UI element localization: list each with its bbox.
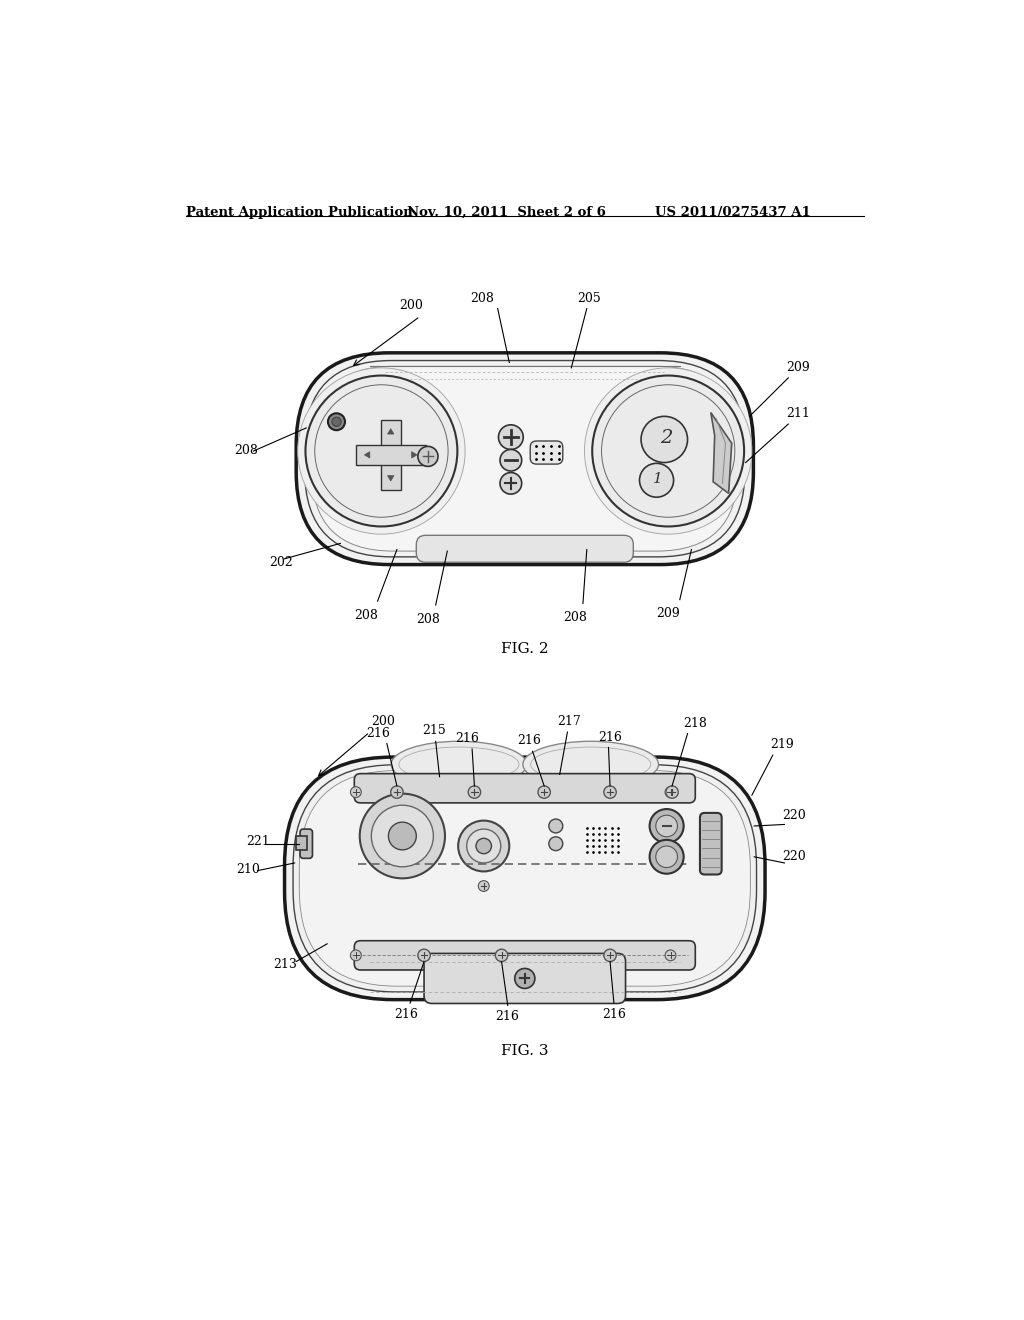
Circle shape [549, 837, 563, 850]
Circle shape [372, 805, 433, 867]
FancyBboxPatch shape [296, 352, 754, 565]
Circle shape [592, 375, 744, 527]
Text: 1: 1 [652, 473, 663, 487]
FancyBboxPatch shape [305, 360, 744, 557]
Circle shape [655, 816, 678, 837]
FancyBboxPatch shape [311, 367, 738, 552]
Text: FIG. 2: FIG. 2 [501, 642, 549, 656]
Circle shape [666, 785, 678, 799]
Text: 217: 217 [557, 715, 581, 729]
Circle shape [640, 463, 674, 498]
Circle shape [418, 446, 438, 466]
Text: 205: 205 [578, 292, 601, 305]
Circle shape [665, 950, 676, 961]
Text: 220: 220 [782, 850, 806, 863]
Text: 216: 216 [394, 1007, 419, 1020]
FancyBboxPatch shape [417, 536, 633, 562]
Text: 200: 200 [372, 715, 395, 729]
Circle shape [388, 822, 417, 850]
Circle shape [500, 449, 521, 471]
Circle shape [499, 425, 523, 450]
Text: Nov. 10, 2011  Sheet 2 of 6: Nov. 10, 2011 Sheet 2 of 6 [407, 206, 606, 219]
Circle shape [655, 846, 678, 867]
Circle shape [418, 949, 430, 961]
Circle shape [649, 809, 684, 843]
Circle shape [515, 969, 535, 989]
Circle shape [538, 785, 550, 799]
Circle shape [467, 829, 501, 863]
Text: 210: 210 [237, 862, 260, 875]
Text: 211: 211 [786, 407, 810, 420]
Text: 216: 216 [455, 733, 479, 744]
Circle shape [649, 840, 684, 874]
Circle shape [604, 785, 616, 799]
Text: 221: 221 [246, 834, 269, 847]
Text: 208: 208 [234, 445, 258, 458]
Text: 2: 2 [659, 429, 672, 447]
Text: 219: 219 [770, 738, 795, 751]
Circle shape [665, 787, 676, 797]
Text: 216: 216 [366, 727, 390, 739]
FancyBboxPatch shape [700, 813, 722, 875]
Bar [356, 445, 426, 465]
Circle shape [305, 375, 458, 527]
Polygon shape [387, 429, 394, 434]
Text: 216: 216 [598, 730, 623, 743]
Circle shape [359, 793, 445, 878]
Text: 208: 208 [470, 292, 495, 305]
Circle shape [604, 949, 616, 961]
Circle shape [478, 880, 489, 891]
Circle shape [458, 821, 509, 871]
Bar [381, 420, 400, 490]
Circle shape [298, 368, 465, 535]
Circle shape [500, 473, 521, 494]
Circle shape [468, 785, 480, 799]
FancyBboxPatch shape [354, 941, 695, 970]
Ellipse shape [391, 742, 526, 788]
Text: 213: 213 [273, 958, 297, 972]
Text: 216: 216 [602, 1007, 626, 1020]
Circle shape [476, 838, 492, 854]
FancyBboxPatch shape [530, 441, 563, 465]
FancyBboxPatch shape [300, 829, 312, 858]
Polygon shape [365, 451, 370, 458]
FancyBboxPatch shape [424, 953, 626, 1003]
Text: US 2011/0275437 A1: US 2011/0275437 A1 [655, 206, 811, 219]
Circle shape [350, 950, 361, 961]
Circle shape [350, 787, 361, 797]
Text: 216: 216 [517, 734, 541, 747]
Circle shape [328, 413, 345, 430]
Ellipse shape [523, 742, 658, 788]
Circle shape [601, 385, 735, 517]
Text: 209: 209 [656, 607, 680, 619]
Text: 209: 209 [786, 360, 810, 374]
Circle shape [496, 949, 508, 961]
Polygon shape [711, 412, 732, 494]
Text: 208: 208 [416, 612, 440, 626]
Text: 215: 215 [422, 725, 445, 738]
Circle shape [585, 368, 752, 535]
Circle shape [314, 385, 449, 517]
Text: FIG. 3: FIG. 3 [501, 1044, 549, 1057]
FancyBboxPatch shape [354, 774, 695, 803]
Circle shape [332, 417, 341, 426]
FancyBboxPatch shape [285, 758, 765, 999]
Polygon shape [387, 475, 394, 480]
FancyBboxPatch shape [299, 771, 751, 986]
Circle shape [391, 785, 403, 799]
Text: 216: 216 [496, 1010, 519, 1023]
Text: 200: 200 [399, 300, 423, 313]
Circle shape [641, 416, 687, 462]
Circle shape [549, 818, 563, 833]
Text: 218: 218 [684, 717, 708, 730]
Bar [296, 836, 307, 850]
Polygon shape [412, 451, 417, 458]
Text: Patent Application Publication: Patent Application Publication [186, 206, 413, 219]
Text: 208: 208 [354, 609, 378, 622]
Text: 202: 202 [269, 556, 293, 569]
Text: 208: 208 [563, 611, 587, 624]
Text: 220: 220 [782, 809, 806, 822]
FancyBboxPatch shape [293, 764, 757, 991]
